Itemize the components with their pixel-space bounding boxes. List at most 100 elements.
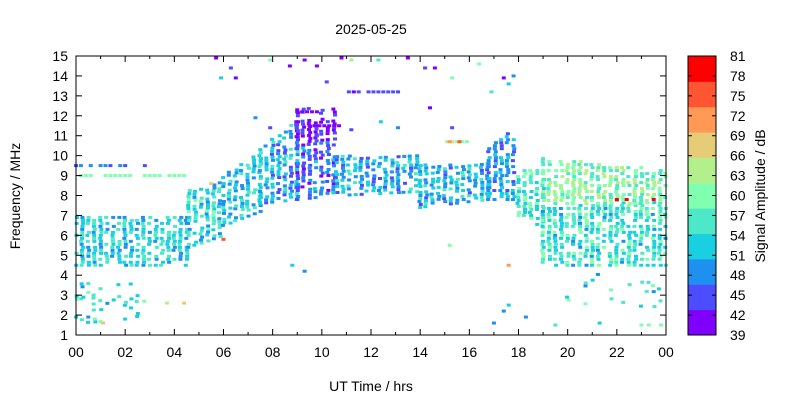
data-point [436, 176, 441, 180]
colorbar-band [688, 157, 716, 184]
data-point [295, 114, 300, 118]
data-point [448, 163, 453, 167]
data-point [627, 201, 632, 205]
data-point [415, 160, 420, 164]
data-point [98, 299, 103, 303]
data-point [251, 170, 256, 174]
data-point [473, 172, 478, 176]
colorbar-tick-label: 75 [730, 88, 746, 104]
data-point [409, 163, 414, 167]
data-point [578, 203, 583, 207]
data-point [307, 133, 312, 137]
data-point [632, 260, 637, 264]
data-point [590, 260, 595, 264]
data-point [547, 227, 552, 231]
data-point [277, 176, 282, 180]
colorbar-tick-label: 54 [730, 227, 746, 243]
data-point [620, 172, 625, 176]
data-point [547, 163, 552, 167]
data-point [294, 192, 299, 196]
data-point [173, 224, 178, 228]
data-point [263, 144, 268, 148]
data-point [489, 90, 494, 94]
data-point [498, 177, 503, 181]
data-point [431, 165, 436, 169]
data-point [258, 175, 263, 179]
data-point [282, 175, 287, 179]
data-point [264, 168, 269, 172]
data-point [270, 170, 275, 174]
data-point [239, 163, 244, 167]
data-point [98, 218, 103, 222]
data-point [331, 173, 336, 177]
data-point [565, 263, 570, 267]
data-point [554, 184, 559, 188]
data-point [245, 178, 250, 182]
data-point [277, 188, 282, 192]
data-point [325, 170, 330, 174]
data-point [319, 165, 324, 169]
data-point [565, 166, 570, 170]
data-point [589, 195, 594, 199]
data-point [553, 209, 558, 213]
data-point [633, 172, 638, 176]
data-point [571, 254, 576, 258]
data-point [429, 183, 434, 187]
data-point [522, 184, 527, 188]
data-point [79, 282, 84, 286]
data-point [154, 218, 159, 222]
data-point [571, 190, 576, 194]
data-point [510, 153, 515, 157]
data-point [301, 155, 306, 159]
data-point [583, 172, 588, 176]
data-point [621, 184, 626, 188]
data-point [615, 242, 620, 246]
data-point [553, 193, 558, 197]
data-point [577, 190, 582, 194]
data-point [572, 206, 577, 210]
data-point [372, 186, 377, 190]
data-point [110, 254, 115, 258]
data-point [566, 172, 571, 176]
data-point [558, 257, 563, 261]
data-point [172, 239, 177, 243]
data-point [186, 245, 191, 249]
data-point [541, 169, 546, 173]
data-point [638, 195, 643, 199]
data-point [128, 260, 133, 264]
data-point [331, 143, 336, 147]
data-point [340, 184, 345, 188]
data-point [301, 122, 306, 126]
data-point [418, 196, 423, 200]
data-point [134, 233, 139, 237]
data-point [459, 140, 464, 144]
data-point [607, 254, 612, 258]
data-point [185, 251, 190, 255]
data-point [541, 198, 546, 202]
data-point [633, 242, 638, 246]
data-point [326, 188, 331, 192]
data-point [141, 245, 146, 249]
data-point [435, 170, 440, 174]
data-point [638, 201, 643, 205]
data-point [289, 189, 294, 193]
data-point [160, 227, 165, 231]
data-point [86, 245, 91, 249]
data-point [553, 198, 558, 202]
data-point [234, 171, 239, 175]
data-point [86, 215, 91, 219]
data-point [603, 198, 608, 202]
data-point [365, 165, 370, 169]
data-point [644, 212, 649, 216]
data-point [506, 303, 511, 307]
y-tick-label: 7 [60, 207, 68, 223]
data-point [547, 257, 552, 261]
data-point [177, 248, 182, 252]
data-point [583, 254, 588, 258]
data-point [257, 154, 262, 158]
data-point [301, 176, 306, 180]
data-point [271, 140, 276, 144]
data-point [341, 187, 346, 191]
data-point [523, 172, 528, 176]
data-point [159, 236, 164, 240]
